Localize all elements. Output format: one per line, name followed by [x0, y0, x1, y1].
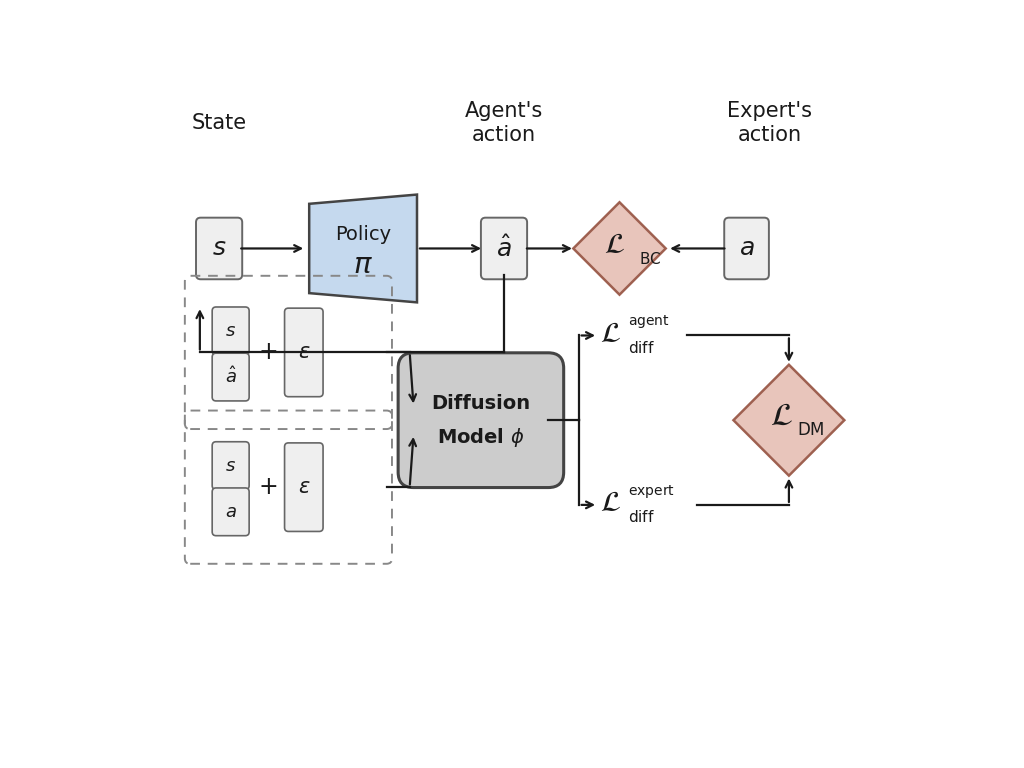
Text: $\mathrm{DM}$: $\mathrm{DM}$	[797, 422, 824, 439]
Text: Model $\phi$: Model $\phi$	[437, 425, 524, 449]
Text: $+$: $+$	[258, 340, 278, 365]
Text: Policy: Policy	[335, 225, 391, 244]
Text: $\epsilon$: $\epsilon$	[298, 478, 310, 497]
Text: $+$: $+$	[258, 475, 278, 499]
Text: $a$: $a$	[224, 503, 237, 521]
Text: $s$: $s$	[225, 322, 237, 340]
FancyBboxPatch shape	[212, 353, 249, 401]
Text: Diffusion: Diffusion	[431, 394, 530, 412]
FancyBboxPatch shape	[481, 217, 527, 280]
Text: $\mathrm{agent}$: $\mathrm{agent}$	[628, 313, 670, 330]
Text: $\hat{a}$: $\hat{a}$	[224, 366, 237, 387]
FancyBboxPatch shape	[398, 353, 563, 488]
Text: $s$: $s$	[225, 457, 237, 475]
Text: $\mathcal{L}$: $\mathcal{L}$	[600, 489, 622, 518]
Text: State: State	[191, 113, 247, 133]
Polygon shape	[573, 202, 666, 295]
FancyBboxPatch shape	[212, 307, 249, 355]
Text: $\mathrm{diff}$: $\mathrm{diff}$	[628, 509, 655, 525]
Text: Agent's
action: Agent's action	[465, 101, 543, 145]
Text: $\mathcal{L}$: $\mathcal{L}$	[603, 231, 625, 260]
FancyBboxPatch shape	[212, 442, 249, 489]
FancyBboxPatch shape	[212, 488, 249, 536]
Text: $\mathrm{expert}$: $\mathrm{expert}$	[628, 482, 675, 499]
Text: $s$: $s$	[212, 237, 226, 260]
Text: Expert's
action: Expert's action	[727, 101, 812, 145]
Polygon shape	[309, 194, 417, 303]
Text: $\mathcal{L}$: $\mathcal{L}$	[770, 401, 793, 432]
FancyBboxPatch shape	[285, 308, 323, 397]
FancyBboxPatch shape	[285, 443, 323, 531]
Text: $\epsilon$: $\epsilon$	[298, 343, 310, 362]
FancyBboxPatch shape	[724, 217, 769, 280]
Text: $a$: $a$	[738, 237, 755, 260]
Text: $\mathcal{L}$: $\mathcal{L}$	[600, 320, 622, 348]
Polygon shape	[733, 365, 845, 475]
Text: $\mathrm{diff}$: $\mathrm{diff}$	[628, 339, 655, 356]
Text: $\hat{a}$: $\hat{a}$	[497, 235, 512, 262]
Text: $\pi$: $\pi$	[353, 251, 373, 280]
FancyBboxPatch shape	[196, 217, 243, 280]
Text: $\mathrm{BC}$: $\mathrm{BC}$	[639, 251, 662, 267]
